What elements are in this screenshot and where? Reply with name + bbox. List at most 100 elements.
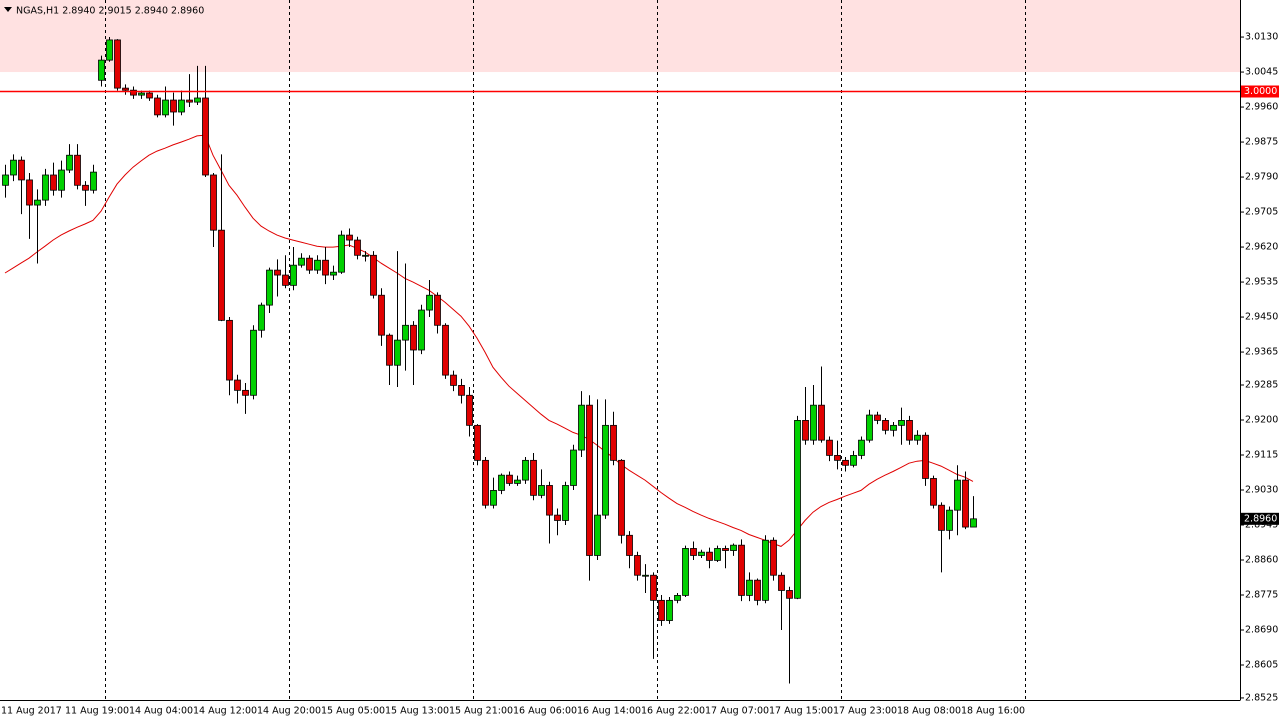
candle-body xyxy=(186,99,193,103)
candle-body xyxy=(322,259,329,276)
y-tick-label: 2.9875 xyxy=(1245,137,1278,148)
candle-body xyxy=(850,455,857,466)
candle-body xyxy=(90,171,97,191)
x-tick-label: 16 Aug 22:00 xyxy=(641,706,705,717)
level-label-box xyxy=(1241,85,1279,98)
candle-body xyxy=(722,548,729,551)
y-tick-label: 2.9960 xyxy=(1245,102,1278,113)
candle-body xyxy=(354,239,361,256)
y-tick-label: 2.9030 xyxy=(1245,485,1278,496)
candle-body xyxy=(746,579,753,596)
candle-body xyxy=(258,304,265,331)
candle-body xyxy=(802,420,809,441)
candle-body xyxy=(58,169,65,191)
x-tick-label: 14 Aug 04:00 xyxy=(129,706,193,717)
candle-body xyxy=(626,534,633,556)
last-price-box xyxy=(1241,512,1279,525)
candle-body xyxy=(610,424,617,461)
candle-body xyxy=(210,174,217,231)
candle-body xyxy=(906,420,913,441)
y-tick-label: 2.9620 xyxy=(1245,242,1278,253)
y-tick-label: 2.8525 xyxy=(1245,692,1278,703)
candle-body xyxy=(818,404,825,441)
candle-body xyxy=(450,374,457,386)
candle-body xyxy=(442,324,449,376)
plot xyxy=(2,37,977,684)
candle-body xyxy=(170,99,177,113)
candle-body xyxy=(98,59,105,81)
candle-body xyxy=(370,254,377,296)
y-tick-label: 2.9535 xyxy=(1245,277,1278,288)
y-tick-label: 3.0045 xyxy=(1245,67,1278,78)
y-tick-label: 2.8605 xyxy=(1245,660,1278,671)
candle-body xyxy=(698,551,705,556)
candle-body xyxy=(706,551,713,561)
candle-body xyxy=(970,518,977,528)
candle-body xyxy=(834,455,841,461)
candle-body xyxy=(202,97,209,176)
candle-body xyxy=(338,234,345,273)
candle-body xyxy=(490,490,497,506)
candle-body xyxy=(578,404,585,451)
candle-body xyxy=(482,459,489,506)
candle-body xyxy=(250,329,257,396)
candle-body xyxy=(138,92,145,96)
candle-body xyxy=(10,159,17,176)
candle-body xyxy=(314,259,321,271)
candle-body xyxy=(282,274,289,286)
candle-body xyxy=(522,459,529,481)
candle-body xyxy=(298,257,305,266)
candle-body xyxy=(714,548,721,561)
candle-body xyxy=(498,474,505,491)
x-tick-label: 14 Aug 20:00 xyxy=(257,706,321,717)
candle-body xyxy=(386,334,393,366)
y-tick-label: 2.9705 xyxy=(1245,207,1278,218)
moving-average xyxy=(4,134,974,547)
candle-body xyxy=(74,154,81,186)
candle-body xyxy=(898,420,905,426)
candle-body xyxy=(794,420,801,599)
y-tick-label: 2.9790 xyxy=(1245,172,1278,183)
candle-body xyxy=(18,159,25,181)
candle-body xyxy=(402,324,409,341)
candle-body xyxy=(778,574,785,591)
candle-body xyxy=(786,590,793,599)
candle-body xyxy=(810,404,817,441)
x-tick-label: 16 Aug 14:00 xyxy=(577,706,641,717)
candle-body xyxy=(474,424,481,461)
candle-body xyxy=(362,254,369,257)
candle-body xyxy=(506,474,513,484)
candle-body xyxy=(946,509,953,531)
candle-body xyxy=(754,579,761,601)
y-tick-label: 2.8775 xyxy=(1245,590,1278,601)
candle-body xyxy=(194,97,201,103)
candle-body xyxy=(554,514,561,521)
candle-body xyxy=(594,514,601,556)
candle-body xyxy=(346,234,353,241)
candle-body xyxy=(586,404,593,556)
candle-body xyxy=(218,229,225,321)
candle-body xyxy=(434,294,441,326)
candle-body xyxy=(466,394,473,426)
candle-body xyxy=(842,459,849,466)
candle-body xyxy=(274,269,281,276)
candle-body xyxy=(106,39,113,61)
candle-body xyxy=(34,199,41,206)
candle-body xyxy=(114,39,121,89)
candle-body xyxy=(2,174,9,186)
candle-body xyxy=(266,269,273,306)
x-tick-label: 17 Aug 07:00 xyxy=(705,706,769,717)
candle-body xyxy=(642,574,649,577)
candle-body xyxy=(146,92,153,99)
candle-body xyxy=(178,99,185,113)
chart-header: NGAS,H1 2.8940 2.9015 2.8940 2.8960 xyxy=(16,6,204,17)
candle-body xyxy=(674,595,681,601)
candle-body xyxy=(226,319,233,381)
candle-body xyxy=(618,459,625,536)
candle-body xyxy=(938,504,945,531)
candle-body xyxy=(730,544,737,551)
candle-body xyxy=(162,99,169,116)
